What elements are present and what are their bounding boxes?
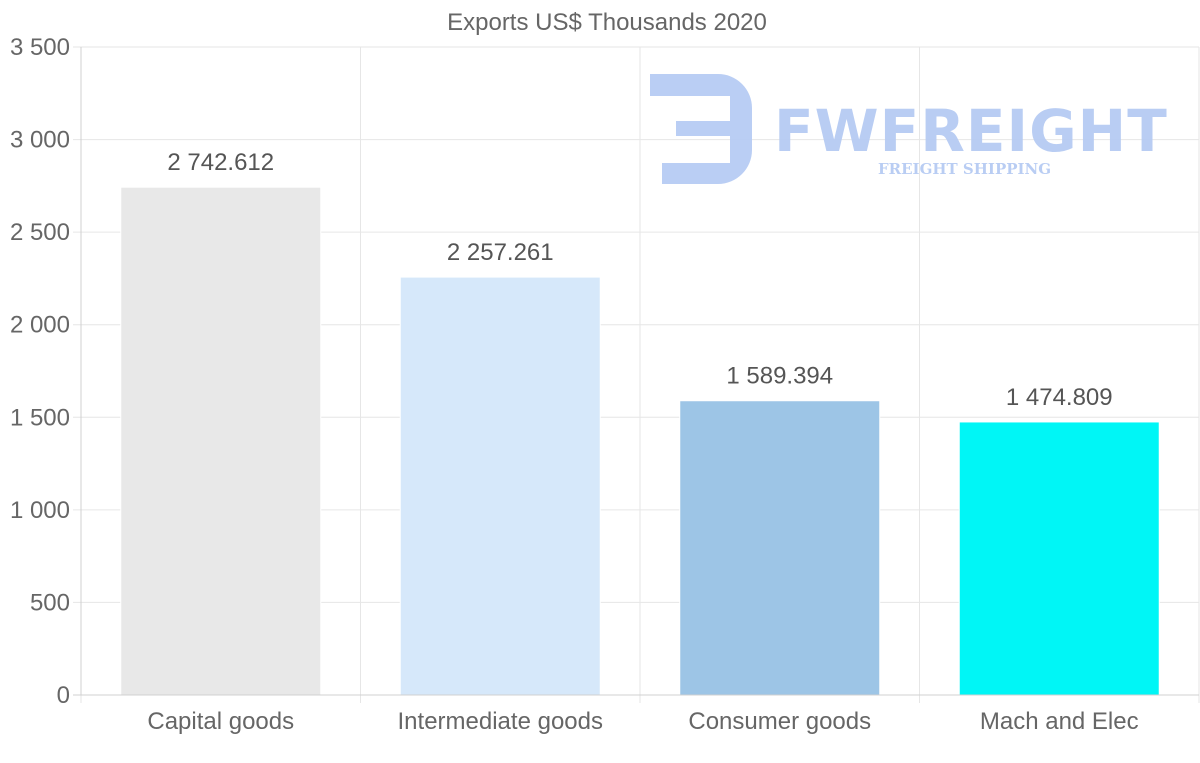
data-label: 1 474.809	[1006, 384, 1113, 411]
watermark-tagline: FREIGHT SHIPPING	[878, 160, 1051, 178]
bar[interactable]	[958, 421, 1160, 696]
y-tick-label: 3 000	[10, 127, 70, 154]
bar[interactable]	[399, 276, 601, 696]
x-tick-label: Mach and Elec	[980, 708, 1139, 735]
y-tick-label: 2 000	[10, 312, 70, 339]
bar[interactable]	[679, 400, 881, 696]
y-tick-label: 1 000	[10, 497, 70, 524]
x-tick-label: Consumer goods	[688, 708, 871, 735]
data-labels: 2 742.612 2 257.261 1 589.394 1 474.809	[167, 149, 1112, 411]
y-tick-label: 2 500	[10, 219, 70, 246]
y-tick-label: 3 500	[10, 34, 70, 61]
x-tick-label: Capital goods	[147, 708, 294, 735]
category-labels: Capital goods Intermediate goods Consumer …	[147, 708, 1138, 735]
fwfreight-watermark: FWFREIGHT FREIGHT SHIPPING	[650, 74, 1168, 184]
y-tick-label: 500	[30, 589, 70, 616]
data-label: 1 589.394	[726, 363, 833, 390]
y-tick-label: 0	[57, 682, 70, 709]
data-label: 2 742.612	[167, 149, 274, 176]
data-label: 2 257.261	[447, 239, 554, 266]
y-tick-label: 1 500	[10, 404, 70, 431]
bar[interactable]	[120, 186, 322, 696]
chart-title: Exports US$ Thousands 2020	[447, 9, 767, 36]
axes	[73, 47, 1199, 696]
y-axis-ticks: 0 500 1 000 1 500 2 000 2 500 3 000 3 500	[10, 34, 70, 709]
bars	[120, 186, 1160, 696]
x-tick-label: Intermediate goods	[398, 708, 603, 735]
fwfreight-logo-icon	[650, 74, 752, 184]
watermark-brand: FWFREIGHT	[774, 97, 1168, 165]
